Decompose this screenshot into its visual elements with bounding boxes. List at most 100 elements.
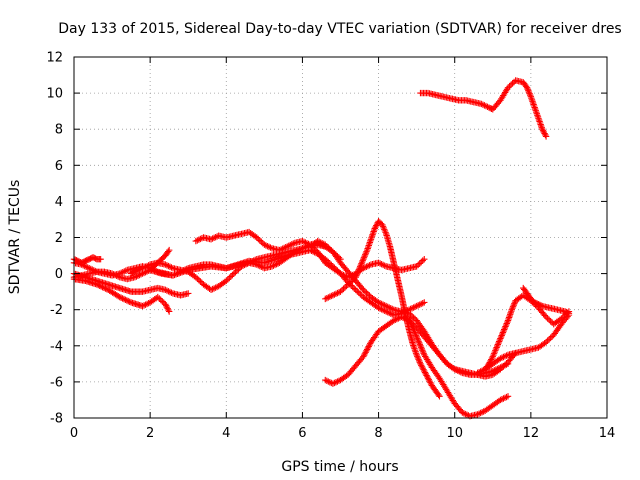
- data-point: [364, 262, 372, 270]
- data-point: [165, 246, 173, 254]
- y-tick-label: 4: [55, 195, 63, 210]
- data-point: [162, 302, 170, 309]
- data-point: [329, 292, 337, 299]
- data-point: [326, 379, 334, 386]
- data-point: [406, 317, 413, 324]
- data-point: [299, 237, 306, 245]
- data-point: [108, 270, 116, 277]
- data-point: [500, 363, 507, 370]
- data-point: [322, 295, 329, 303]
- data-point: [474, 411, 481, 418]
- data-point: [419, 300, 426, 307]
- data-point: [365, 343, 372, 350]
- data-point: [372, 223, 379, 231]
- data-point: [427, 379, 434, 386]
- data-point: [419, 364, 426, 372]
- data-point: [133, 273, 140, 280]
- data-point: [504, 393, 512, 400]
- data-point: [262, 242, 270, 249]
- data-point: [285, 242, 292, 250]
- data-point: [226, 274, 233, 282]
- data-point: [424, 375, 432, 382]
- data-point: [361, 252, 368, 260]
- data-point: [384, 303, 391, 311]
- data-point: [414, 336, 422, 343]
- data-point: [490, 350, 498, 357]
- data-point: [326, 245, 334, 253]
- data-point: [323, 294, 330, 302]
- data-point: [113, 272, 120, 279]
- data-point: [416, 260, 423, 267]
- data-point: [501, 361, 509, 369]
- data-point: [407, 318, 414, 325]
- data-point: [360, 351, 368, 359]
- data-point: [317, 239, 324, 246]
- data-point: [423, 372, 430, 379]
- data-point: [116, 293, 123, 301]
- data-point: [482, 102, 490, 110]
- data-point: [412, 332, 420, 339]
- data-point: [325, 258, 332, 266]
- data-point: [410, 327, 418, 334]
- data-point: [325, 244, 332, 251]
- data-point: [414, 335, 421, 342]
- data-point: [382, 308, 390, 315]
- data-point: [362, 251, 369, 258]
- data-point: [261, 241, 268, 248]
- x-tick-label: 2: [146, 426, 154, 441]
- data-point: [375, 304, 382, 312]
- data-point: [360, 353, 367, 360]
- data-point: [363, 263, 370, 270]
- data-point: [258, 238, 265, 246]
- data-point: [408, 321, 415, 328]
- data-point: [343, 282, 350, 290]
- data-point: [547, 334, 554, 342]
- x-tick-label: 14: [599, 426, 616, 441]
- data-point: [335, 268, 343, 276]
- data-point: [279, 245, 286, 252]
- data-point: [309, 248, 317, 255]
- data-point: [159, 298, 166, 305]
- series-arc-16: [474, 311, 573, 377]
- data-point: [114, 273, 122, 280]
- data-point: [194, 275, 201, 282]
- data-point: [311, 249, 318, 256]
- data-point: [195, 276, 203, 284]
- data-point: [140, 302, 148, 309]
- data-point: [210, 234, 218, 242]
- data-point: [381, 307, 388, 314]
- y-tick-label: -6: [50, 375, 63, 390]
- data-point: [390, 317, 397, 324]
- data-point: [357, 290, 364, 298]
- data-point: [500, 353, 507, 361]
- data-point: [349, 283, 356, 291]
- data-point: [232, 268, 239, 276]
- data-point: [412, 330, 419, 337]
- data-point: [270, 262, 277, 269]
- data-point: [224, 276, 232, 283]
- data-point: [405, 310, 413, 317]
- series-arc-11: [306, 237, 519, 380]
- data-point: [425, 376, 433, 383]
- data-point: [338, 287, 346, 294]
- data-point: [493, 344, 500, 351]
- data-point: [414, 261, 422, 269]
- data-point: [364, 290, 372, 298]
- data-point: [416, 301, 423, 308]
- data-point: [418, 362, 425, 369]
- data-point: [415, 356, 422, 363]
- data-point: [376, 305, 384, 312]
- data-point: [360, 255, 367, 263]
- data-point: [395, 315, 402, 322]
- data-point: [347, 278, 355, 285]
- data-point: [143, 268, 151, 275]
- data-point: [547, 318, 554, 325]
- data-point: [527, 92, 534, 99]
- data-point: [288, 241, 295, 248]
- data-point: [511, 300, 518, 307]
- data-point: [509, 303, 517, 310]
- data-point: [326, 293, 334, 300]
- data-point: [143, 300, 151, 308]
- grid-lines: [74, 57, 607, 418]
